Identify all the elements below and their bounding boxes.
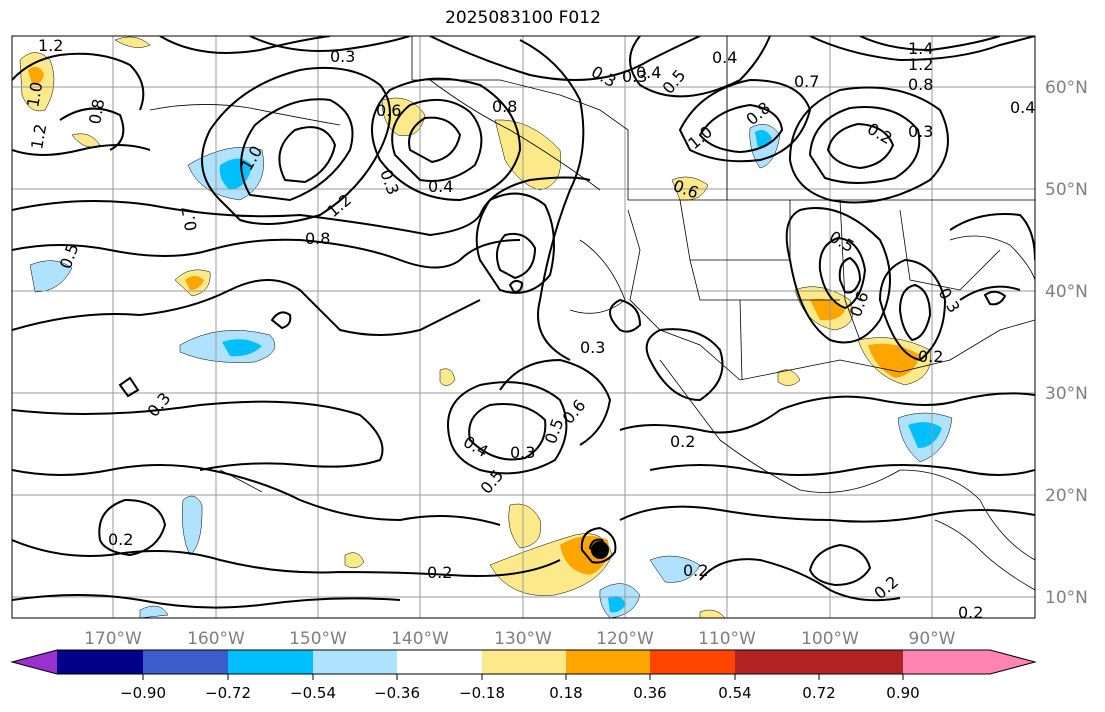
political-boundaries: [149, 36, 1035, 591]
contour-label: 0.7: [794, 72, 819, 91]
lon-tick-label: 140°W: [391, 629, 449, 649]
contour-label: 0.3: [908, 122, 933, 141]
contour-label: 0.3: [510, 443, 535, 462]
shade-blob: [649, 555, 701, 583]
colorbar-segment: [313, 650, 397, 674]
lon-tick-label: 130°W: [494, 629, 552, 649]
lat-tick-label: 20°N: [1045, 486, 1088, 506]
shade-blob: [139, 605, 169, 618]
lon-tick-label: 160°W: [187, 629, 245, 649]
shade-blob: [185, 276, 204, 290]
colorbar-tick-label: −0.36: [374, 684, 420, 702]
shade-blob: [608, 596, 626, 613]
contour-label: 0.2: [670, 432, 695, 451]
lon-tick-label: 90°W: [909, 629, 956, 649]
contour-label: 1.4: [908, 39, 933, 58]
colorbar: −0.90 −0.72 −0.54 −0.36 −0.18 0.18 0.36 …: [10, 649, 1037, 702]
colorbar-tick-label: 0.90: [886, 684, 919, 702]
shade-blob: [182, 495, 203, 556]
contour-label: 0.2: [427, 563, 452, 582]
contour-label: 0.3: [622, 67, 647, 86]
lon-tick-label: 110°W: [698, 629, 756, 649]
colorbar-tick-label: 0.72: [802, 684, 835, 702]
lon-tick-label: 120°W: [596, 629, 654, 649]
colorbar-segment: [57, 650, 143, 674]
colorbar-outline: [10, 649, 1037, 675]
lon-tick-label: 100°W: [801, 629, 859, 649]
colorbar-tick-label: −0.72: [205, 684, 251, 702]
shade-blob: [777, 369, 801, 386]
contour-label: 0.4: [712, 48, 737, 67]
contour-label: 0.3: [580, 338, 605, 357]
colorbar-segment: [228, 650, 313, 674]
map-title: 2025083100 F012: [445, 8, 601, 28]
shade-blob: [908, 422, 942, 448]
colorbar-tick-label: −0.54: [290, 684, 336, 702]
shade-blob: [222, 339, 262, 357]
contour-label: 0.2: [918, 347, 943, 366]
contour-label: 0.8: [908, 75, 933, 94]
contour-label: 0.2: [683, 561, 708, 580]
colorbar-tick-label: −0.90: [120, 684, 166, 702]
shade-blob: [508, 503, 542, 549]
colorbar-segment: [650, 650, 735, 674]
contour-label: 1.0: [23, 80, 46, 108]
lat-tick-label: 40°N: [1045, 282, 1088, 302]
contour-label: 0.7: [178, 204, 201, 232]
contour-label: 0.4: [1010, 98, 1035, 117]
colorbar-segment: [482, 650, 566, 674]
shade-blob: [114, 36, 151, 48]
colorbar-ticks: [142, 674, 904, 680]
contour-label: 0.3: [330, 47, 355, 66]
colorbar-segment: [566, 650, 650, 674]
contour-label: 1.2: [38, 36, 63, 55]
storm-center-marker: [591, 541, 609, 559]
lat-tick-label: 60°N: [1045, 78, 1088, 98]
shade-blob: [699, 609, 726, 618]
shade-blob: [439, 368, 456, 386]
lon-tick-label: 170°W: [84, 629, 142, 649]
shade-blob: [71, 133, 101, 148]
colorbar-segment: [143, 650, 228, 674]
contour-label: 0.8: [305, 229, 330, 248]
longitude-axis: 170°W 160°W 150°W 140°W 130°W 120°W 110°…: [84, 629, 956, 649]
lon-tick-label: 150°W: [289, 629, 347, 649]
colorbar-tick-label: 0.54: [718, 684, 751, 702]
contour-label: 0.6: [376, 101, 401, 120]
contour-label: 0.4: [636, 63, 661, 82]
contour-lines: [12, 36, 1035, 609]
map-frame: [11, 35, 1036, 619]
latitude-axis: 60°N 50°N 40°N 30°N 20°N 10°N: [1045, 78, 1088, 608]
shade-blob: [28, 66, 44, 85]
contour-label: 0.8: [85, 97, 108, 125]
lat-tick-label: 50°N: [1045, 180, 1088, 200]
contour-label: 1.2: [27, 122, 50, 150]
contour-label: 0.2: [958, 603, 983, 622]
contour-label: 0.8: [492, 97, 517, 116]
shade-blob: [344, 552, 365, 569]
colorbar-tick-label: −0.18: [459, 684, 505, 702]
lat-tick-label: 10°N: [1045, 588, 1088, 608]
colorbar-tick-label: 0.36: [633, 684, 666, 702]
contour-label: 0.4: [428, 177, 453, 196]
colorbar-extend-low: [12, 650, 57, 674]
lat-tick-label: 30°N: [1045, 384, 1088, 404]
contour-label: 1.2: [908, 55, 933, 74]
colorbar-segment: [397, 650, 482, 674]
colorbar-segment: [735, 650, 819, 674]
map-panel: 1.2 1.0 1.2 0.8 0.3 0.6 0.4 0.3 0.8 1.2 …: [11, 35, 1036, 622]
colorbar-extend-high-fill: [903, 650, 1035, 674]
colorbar-tick-label: 0.18: [549, 684, 582, 702]
colorbar-segment: [819, 650, 903, 674]
contour-label: 0.2: [108, 530, 133, 549]
